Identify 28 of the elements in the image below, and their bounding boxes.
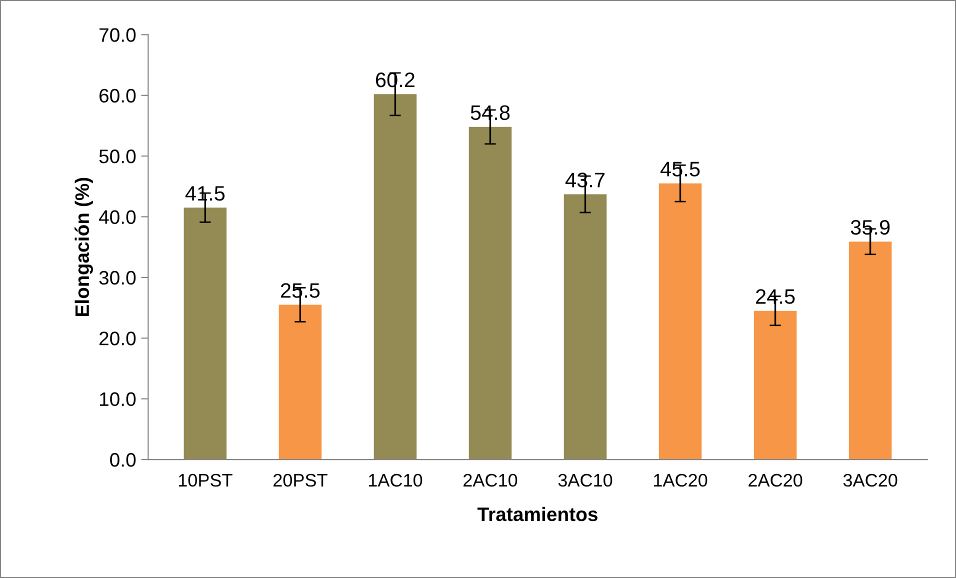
bar [848,242,892,460]
bar [754,310,797,460]
y-tick-label: 30.0 [99,270,136,285]
x-tick-label: 1AC20 [654,474,708,487]
bar [184,208,227,460]
x-tick-label: 20PST [274,474,328,487]
x-tick-label: 2AC20 [748,474,802,487]
bar [374,94,417,460]
x-tick-label: 3AC10 [558,474,612,487]
y-axis-title: Elongación (%) [74,178,93,316]
x-tick-label: 2AC10 [464,474,518,487]
y-tick-label: 10.0 [100,392,136,406]
bar [278,304,322,460]
y-tick-label: 40.0 [98,210,136,224]
bar [658,183,702,460]
x-tick-label: 1AC10 [369,474,422,487]
data-label: 41.5 [185,186,225,201]
y-tick-label: 60.0 [100,88,136,103]
bar [468,126,512,460]
y-tick-label: 70.0 [100,28,136,42]
y-tick-label: 50.0 [99,150,136,164]
y-tick-label: 20.0 [100,332,136,346]
x-tick-label: 10PST [178,474,232,487]
bar [564,194,607,460]
y-tick-label: 0.0 [110,452,136,467]
x-tick-label: 3AC20 [843,474,898,487]
x-axis-title: Tratamientos [477,506,598,522]
data-label: 35.9 [850,220,890,235]
